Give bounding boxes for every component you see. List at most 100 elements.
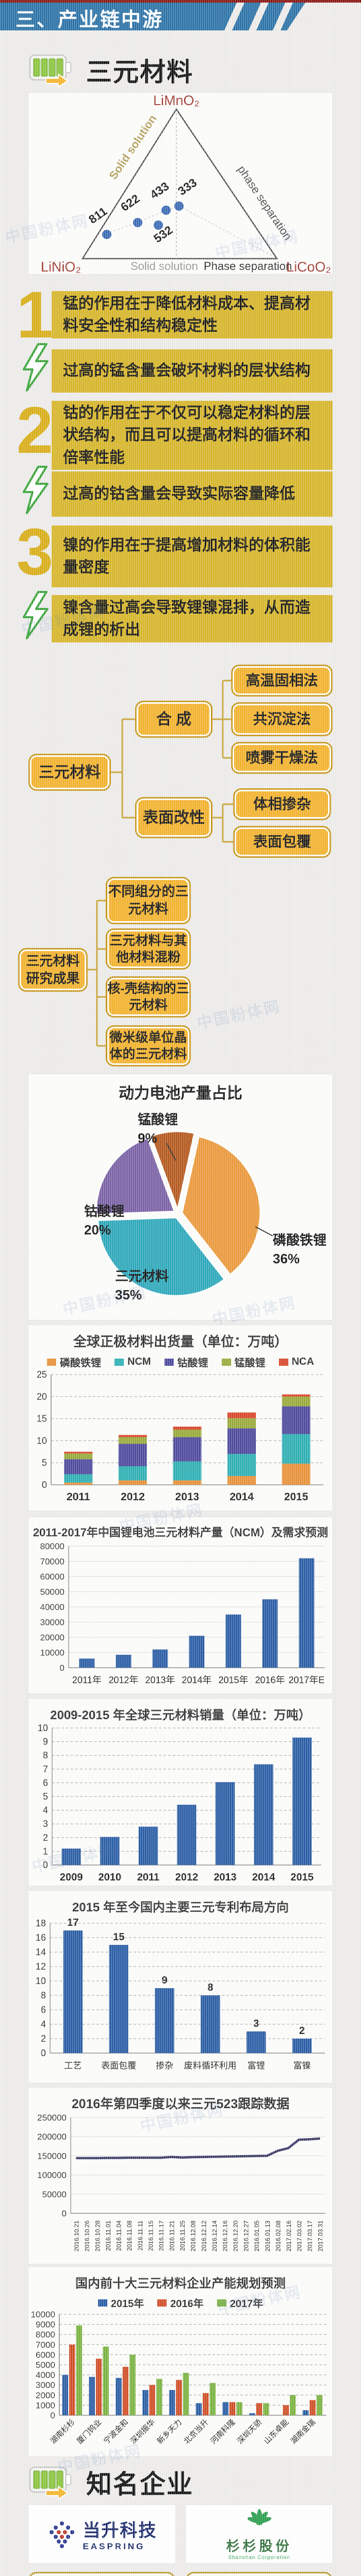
svg-text:2013年: 2013年 bbox=[145, 1675, 175, 1685]
chart-title: 2009-2015 年全球三元材料销量（单位：万吨） bbox=[50, 1708, 311, 1722]
pie-chart-panel: 动力电池产量占比 锰酸锂 9% 磷酸铁锂 36% 三元材料 35% 钴酸锂 20… bbox=[28, 1074, 333, 1320]
svg-text:1: 1 bbox=[43, 1846, 48, 1856]
global-cathode-chart-panel: 全球正极材料出货量（单位：万吨） 磷酸铁锂 NCM 钴酸锂 锰酸锂 NCA 0 5 10 15… bbox=[28, 1325, 333, 1511]
svg-text:40000: 40000 bbox=[40, 1602, 64, 1612]
svg-text:2016.11.21: 2016.11.21 bbox=[169, 2221, 176, 2251]
pie-label-lmo: 锰酸锂 9% bbox=[138, 1112, 178, 1146]
svg-text:深圳天骄: 深圳天骄 bbox=[236, 2418, 264, 2446]
companies-section-title: 知名企业 bbox=[28, 2464, 193, 2501]
dot-333 bbox=[174, 201, 184, 211]
solid-solution-edge-label: Solid solution bbox=[106, 112, 159, 182]
battery-icon bbox=[29, 54, 71, 88]
battery-icon bbox=[29, 2466, 71, 2500]
node-micron-crystal: 微米级单位晶体的三元材料 bbox=[106, 1025, 191, 1066]
svg-text:4000: 4000 bbox=[36, 2370, 55, 2380]
point-number-3: 3 bbox=[17, 515, 54, 589]
svg-text:9: 9 bbox=[162, 1975, 168, 1986]
svg-text:250000: 250000 bbox=[37, 2113, 67, 2123]
svg-text:3: 3 bbox=[253, 2018, 259, 2029]
dot-label-433: 433 bbox=[147, 179, 171, 201]
svg-text:10: 10 bbox=[38, 1723, 48, 1733]
svg-text:8000: 8000 bbox=[36, 2330, 55, 2340]
svg-text:80000: 80000 bbox=[40, 1541, 64, 1551]
chart-legend: 磷酸铁锂 NCM 钴酸锂 锰酸锂 NCA bbox=[28, 1354, 333, 1369]
ternary-diagram-panel: 333 433 622 811 532 LiMnO₂ LiNiO₂ LiCoO₂… bbox=[28, 93, 333, 275]
svg-text:2016.11.11: 2016.11.11 bbox=[137, 2221, 144, 2251]
capacity-chart-panel: 国内前十大三元材料企业产能规划预测 2015年 2016年 2017年 0 1000 2… bbox=[28, 2267, 333, 2456]
svg-text:7000: 7000 bbox=[36, 2340, 55, 2350]
dot-label-811: 811 bbox=[86, 204, 109, 226]
lightning-icon bbox=[23, 343, 48, 392]
node-core-shell: 核-壳结构的三元材料 bbox=[106, 976, 191, 1018]
node-ternary-material: 三元材料 bbox=[28, 754, 111, 791]
svg-text:18: 18 bbox=[36, 1918, 46, 1928]
svg-text:2016.12.20: 2016.12.20 bbox=[232, 2221, 239, 2251]
svg-text:3: 3 bbox=[43, 1819, 48, 1829]
svg-text:山东卓能: 山东卓能 bbox=[262, 2418, 290, 2446]
material-section-label: 三元材料 bbox=[86, 58, 193, 87]
svg-text:25: 25 bbox=[37, 1369, 47, 1380]
dot-label-333: 333 bbox=[175, 176, 199, 198]
pie-label-lco: 钴酸锂 20% bbox=[84, 1204, 125, 1238]
svg-text:0: 0 bbox=[41, 2048, 46, 2058]
chart-title: 2011-2017年中国锂电池三元材料产量（NCM）及需求预测 bbox=[32, 1526, 329, 1539]
svg-text:湖南杉杉: 湖南杉杉 bbox=[48, 2418, 76, 2446]
svg-text:2012年: 2012年 bbox=[108, 1675, 138, 1685]
svg-text:2012: 2012 bbox=[175, 1872, 199, 1883]
node-mixed-powder: 三元材料与其他材料混粉 bbox=[106, 928, 191, 970]
easpring-logo-panel: 当升科技 EASPRING bbox=[28, 2505, 175, 2563]
svg-text:6000: 6000 bbox=[36, 2350, 55, 2360]
point-box-manganese-risk: 过高的锰含量会破坏材料的层状结构 bbox=[52, 349, 333, 393]
chart-title: 全球正极材料出货量（单位：万吨） bbox=[73, 1334, 288, 1349]
svg-text:10000: 10000 bbox=[40, 1648, 64, 1658]
shanshan-description: 公司三元动力电池出货以333为主，532 .622的产品已成功研发 bbox=[186, 2572, 333, 2576]
svg-text:2016.11.08: 2016.11.08 bbox=[126, 2221, 133, 2251]
dot-532 bbox=[154, 221, 163, 230]
point-box-nickel: 镍的作用在于提高增加材料的体积能量密度 bbox=[52, 526, 333, 587]
svg-text:2017.02.16: 2017.02.16 bbox=[285, 2221, 292, 2251]
legend-item: 2017年 bbox=[217, 2295, 263, 2310]
legend-item: 锰酸锂 bbox=[221, 1354, 266, 1369]
node-synthesis: 合 成 bbox=[135, 701, 212, 738]
svg-text:深圳振华: 深圳振华 bbox=[129, 2418, 157, 2446]
top-red-strip bbox=[0, 0, 361, 3]
svg-text:10000: 10000 bbox=[31, 2310, 55, 2319]
svg-text:17: 17 bbox=[67, 1917, 78, 1928]
svg-text:0: 0 bbox=[60, 1663, 64, 1673]
pie-leader-lines bbox=[166, 1143, 273, 1236]
svg-text:200000: 200000 bbox=[37, 2132, 67, 2142]
svg-text:2015: 2015 bbox=[284, 1491, 308, 1503]
pie-chart-wrap: 锰酸锂 9% 磷酸铁锂 36% 三元材料 35% 钴酸锂 20% bbox=[28, 1103, 333, 1319]
svg-text:1000: 1000 bbox=[36, 2400, 55, 2410]
company-name-en: Shanshan Corporation bbox=[228, 2554, 290, 2561]
svg-text:14: 14 bbox=[36, 1947, 46, 1957]
svg-text:2016.12.12: 2016.12.12 bbox=[200, 2221, 207, 2251]
flowchart-connectors bbox=[88, 900, 106, 1047]
chart-title: 2016年第四季度以来三元523跟踪数据 bbox=[71, 2097, 290, 2111]
company-name: 杉杉股份 bbox=[226, 2538, 292, 2554]
svg-text:厦门钨业: 厦门钨业 bbox=[75, 2418, 103, 2446]
svg-text:5: 5 bbox=[42, 1458, 47, 1468]
svg-text:9: 9 bbox=[43, 1737, 48, 1747]
svg-text:2009: 2009 bbox=[60, 1872, 83, 1883]
svg-text:0: 0 bbox=[62, 2209, 67, 2218]
svg-text:10: 10 bbox=[37, 1435, 47, 1446]
svg-text:工艺: 工艺 bbox=[64, 2061, 81, 2071]
legend-item: NCA bbox=[278, 1356, 314, 1368]
svg-text:2011: 2011 bbox=[137, 1872, 159, 1883]
svg-text:0: 0 bbox=[42, 1480, 47, 1490]
solid-solution-bottom-label: Solid solution bbox=[130, 260, 198, 273]
svg-text:2000: 2000 bbox=[36, 2391, 55, 2400]
svg-text:3000: 3000 bbox=[36, 2380, 55, 2390]
node-research-results: 三元材料研究成果 bbox=[18, 948, 88, 992]
svg-text:7: 7 bbox=[43, 1764, 48, 1774]
svg-text:60000: 60000 bbox=[40, 1572, 64, 1582]
svg-text:100000: 100000 bbox=[37, 2171, 67, 2180]
svg-text:50000: 50000 bbox=[42, 2190, 67, 2199]
ncm-china-chart-panel: 2011-2017年中国锂电池三元材料产量（NCM）及需求预测 0 10000 20… bbox=[28, 1517, 333, 1693]
pie-label-lfp: 磷酸铁锂 36% bbox=[273, 1232, 327, 1267]
dot-label-622: 622 bbox=[118, 192, 142, 214]
svg-text:表面包覆: 表面包覆 bbox=[101, 2061, 136, 2071]
svg-text:2013: 2013 bbox=[175, 1491, 200, 1503]
svg-text:湖南金瑞: 湖南金瑞 bbox=[289, 2418, 317, 2446]
